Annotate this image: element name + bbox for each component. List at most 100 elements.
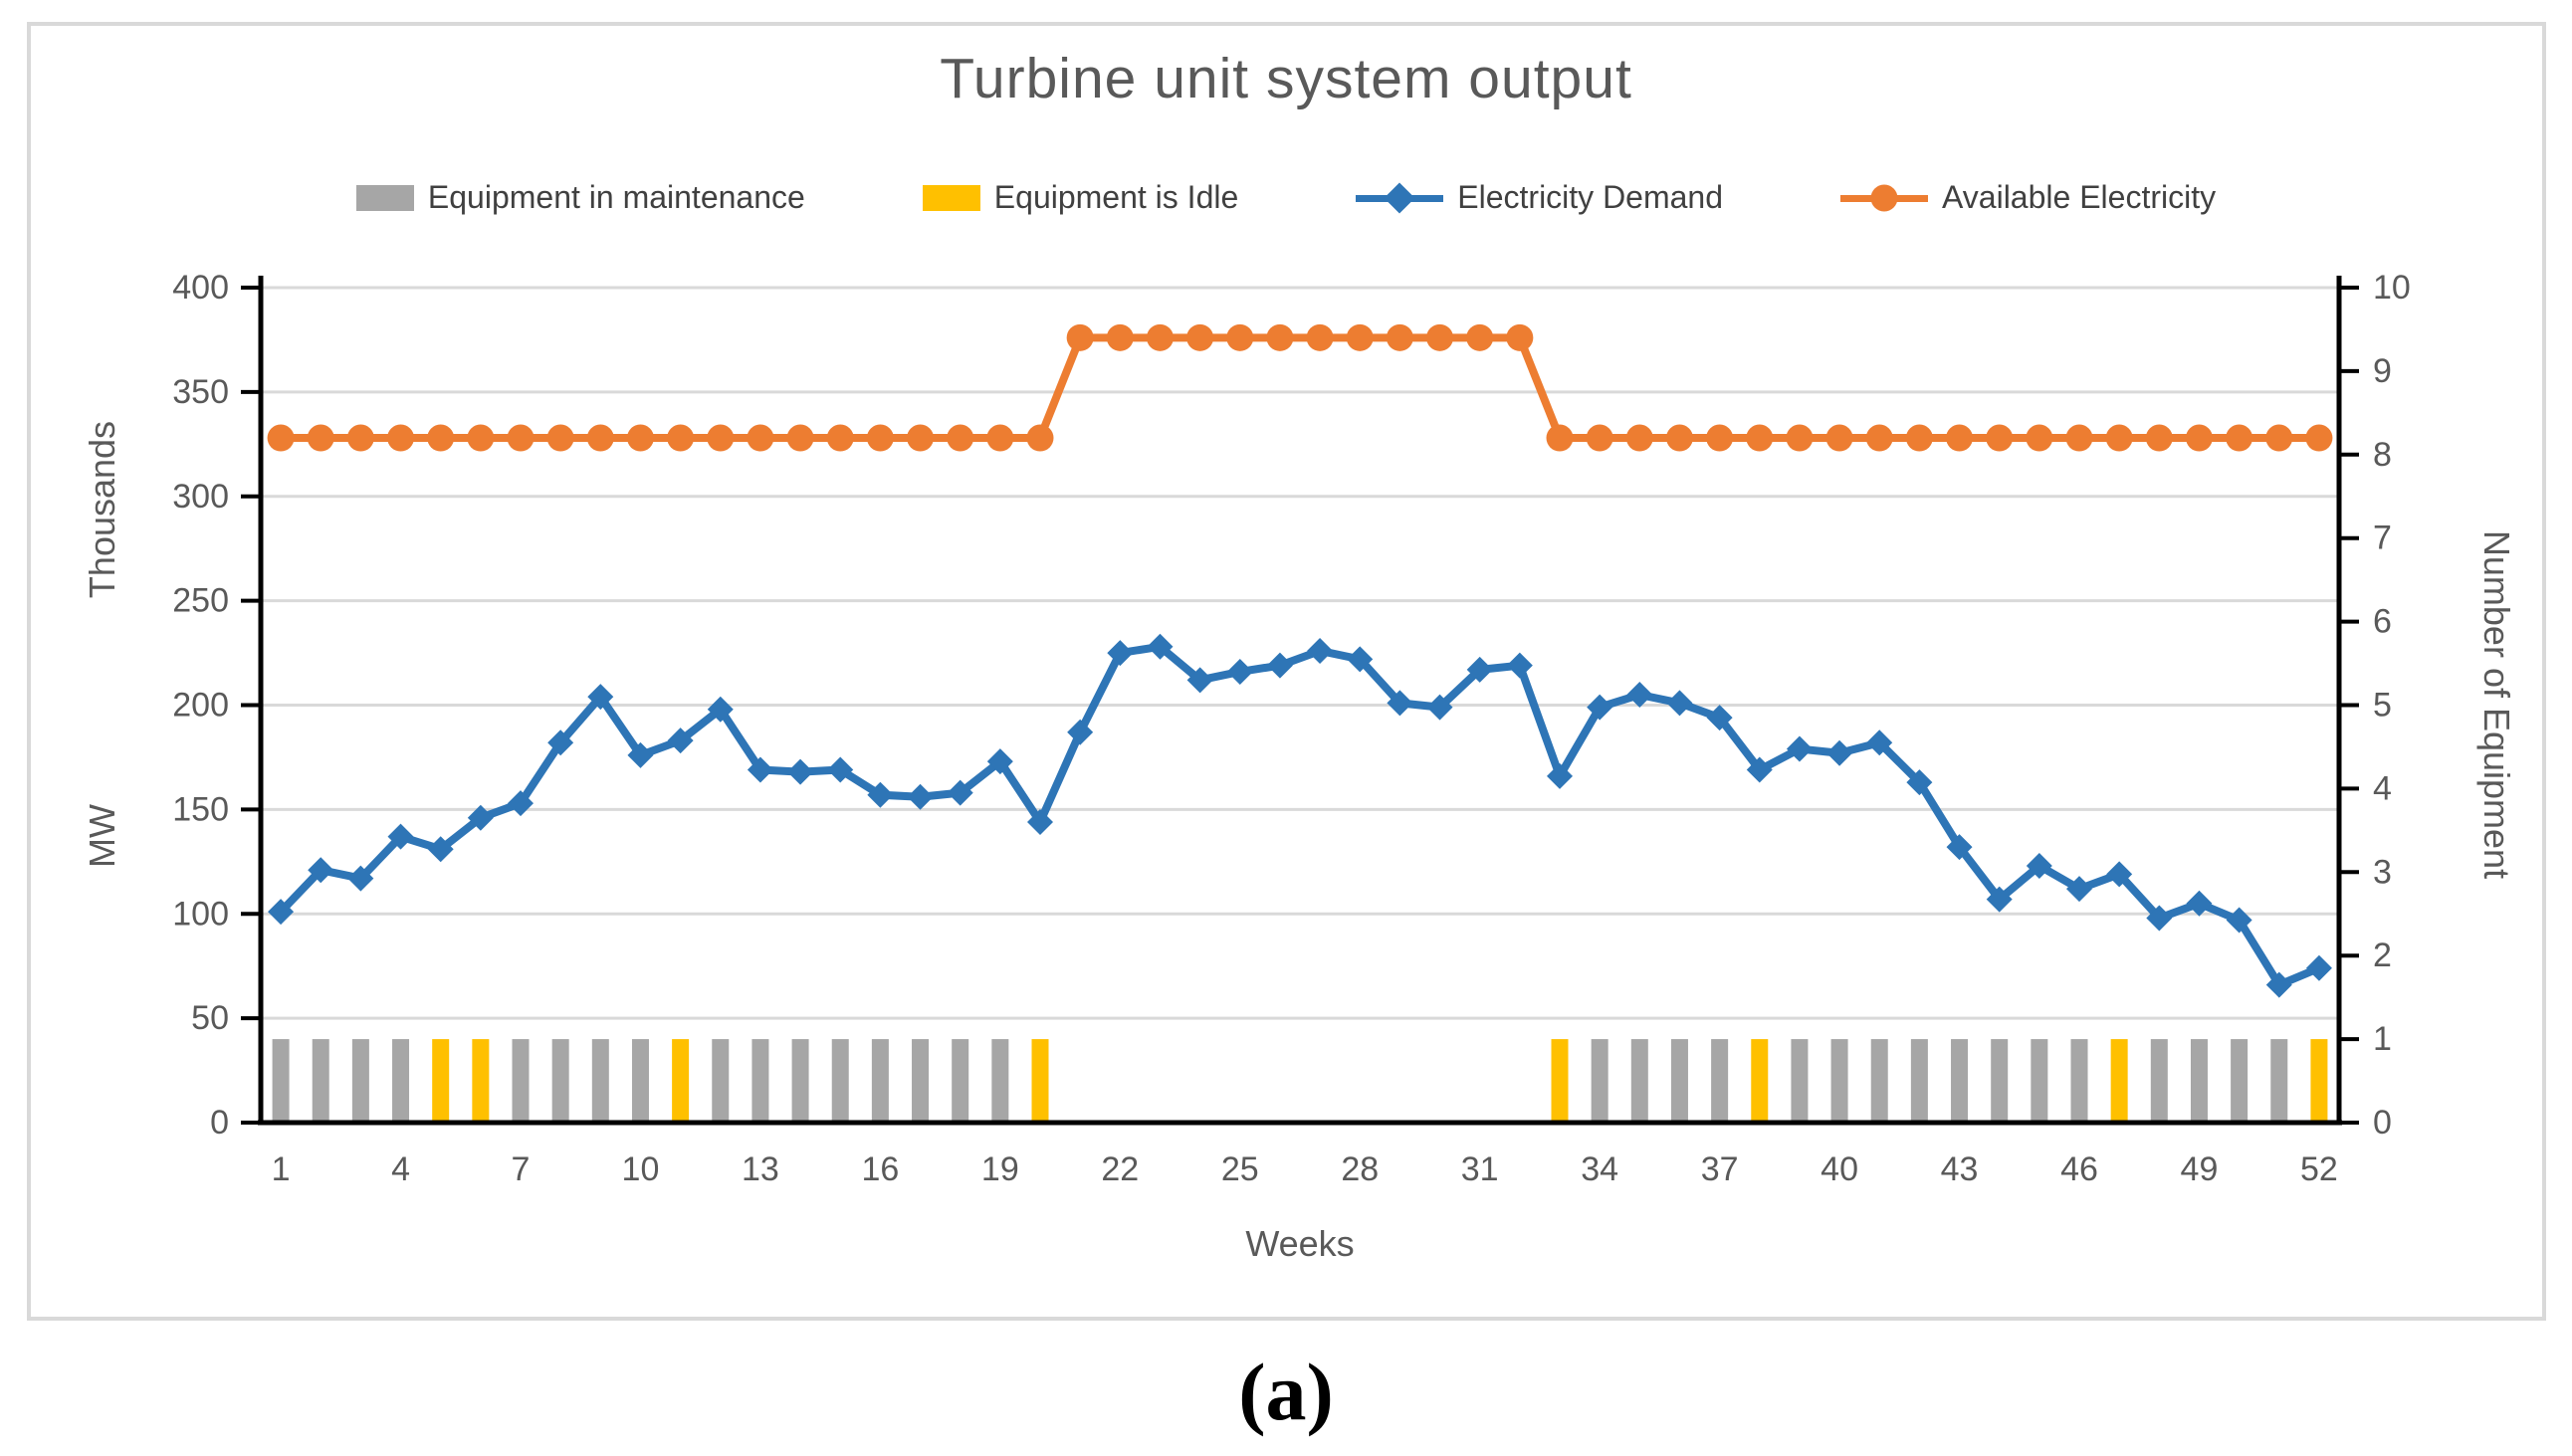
bar-maintenance-week-3 <box>351 1039 369 1123</box>
available-marker-week-47 <box>2105 424 2133 452</box>
available-marker-week-29 <box>1386 323 1413 351</box>
chart-legend: Equipment in maintenance Equipment is Id… <box>0 179 2572 216</box>
demand-marker-week-20 <box>1027 808 1053 835</box>
bar-maintenance-week-8 <box>551 1039 569 1123</box>
bar-maintenance-week-42 <box>1910 1039 1928 1123</box>
bar-maintenance-week-35 <box>1630 1039 1648 1123</box>
available-marker-week-11 <box>667 424 695 452</box>
bar-maintenance-week-39 <box>1791 1039 1809 1123</box>
available-marker-week-50 <box>2226 424 2253 452</box>
bar-maintenance-week-12 <box>712 1039 730 1123</box>
bar-maintenance-week-13 <box>751 1039 769 1123</box>
demand-marker-week-2 <box>308 857 334 884</box>
demand-marker-week-24 <box>1186 667 1213 694</box>
bar-maintenance-week-43 <box>1951 1039 1969 1123</box>
x-axis-title: Weeks <box>1245 1223 1355 1264</box>
available-marker-week-51 <box>2265 424 2293 452</box>
bar-maintenance-week-9 <box>591 1039 609 1123</box>
x-tick-label-22: 22 <box>1101 1150 1139 1188</box>
demand-marker-week-39 <box>1786 735 1813 762</box>
legend-label-maintenance: Equipment in maintenance <box>427 179 805 215</box>
demand-marker-week-17 <box>907 783 934 810</box>
available-marker-week-26 <box>1266 323 1294 351</box>
demand-marker-week-21 <box>1067 719 1094 745</box>
demand-marker-week-43 <box>1946 834 1973 861</box>
bar-maintenance-week-19 <box>991 1039 1009 1123</box>
bar-maintenance-week-16 <box>871 1039 889 1123</box>
demand-marker-week-29 <box>1387 690 1413 717</box>
x-tick-label-40: 40 <box>1821 1150 1858 1188</box>
demand-marker-week-1 <box>268 899 295 926</box>
bar-idle-week-5 <box>432 1039 450 1123</box>
bar-maintenance-week-34 <box>1591 1039 1608 1123</box>
x-tick-label-46: 46 <box>2060 1150 2098 1188</box>
available-marker-week-3 <box>346 424 374 452</box>
demand-marker-week-38 <box>1746 756 1773 783</box>
demand-marker-week-11 <box>667 728 694 754</box>
demand-marker-week-27 <box>1307 637 1334 664</box>
right-tick-label-3: 3 <box>2373 853 2392 891</box>
available-marker-week-2 <box>307 424 334 452</box>
legend-item-maintenance: Equipment in maintenance <box>355 179 805 216</box>
left-tick-label-250: 250 <box>172 582 229 620</box>
x-tick-label-1: 1 <box>272 1150 291 1188</box>
right-tick-label-5: 5 <box>2373 687 2392 725</box>
bar-idle-week-6 <box>472 1039 490 1123</box>
demand-marker-week-31 <box>1466 656 1493 683</box>
maintenance-swatch-icon <box>355 184 414 211</box>
demand-marker-week-8 <box>547 729 574 756</box>
x-tick-label-13: 13 <box>742 1150 779 1188</box>
demand-marker-week-42 <box>1906 769 1933 796</box>
left-tick-label-350: 350 <box>172 373 229 411</box>
demand-marker-week-15 <box>827 756 854 783</box>
left-tick-label-100: 100 <box>172 895 229 933</box>
available-marker-week-21 <box>1066 323 1094 351</box>
demand-marker-week-12 <box>707 696 734 723</box>
left-tick-label-150: 150 <box>172 790 229 828</box>
available-marker-week-48 <box>2145 424 2173 452</box>
bar-maintenance-week-10 <box>631 1039 649 1123</box>
available-marker-week-18 <box>947 424 974 452</box>
x-tick-label-4: 4 <box>391 1150 410 1188</box>
bar-maintenance-week-7 <box>512 1039 530 1123</box>
available-marker-week-22 <box>1106 323 1134 351</box>
available-marker-week-36 <box>1665 424 1693 452</box>
available-marker-week-12 <box>707 424 735 452</box>
demand-marker-week-52 <box>2305 954 2332 981</box>
available-marker-week-10 <box>626 424 654 452</box>
bar-maintenance-week-2 <box>312 1039 329 1123</box>
available-marker-week-31 <box>1466 323 1494 351</box>
available-marker-week-45 <box>2026 424 2053 452</box>
right-tick-label-8: 8 <box>2373 436 2392 474</box>
bar-idle-week-11 <box>672 1039 690 1123</box>
x-tick-label-34: 34 <box>1581 1150 1618 1188</box>
available-marker-week-28 <box>1346 323 1374 351</box>
demand-marker-week-10 <box>627 741 654 768</box>
available-marker-week-5 <box>427 424 455 452</box>
available-marker-week-8 <box>546 424 574 452</box>
x-tick-label-7: 7 <box>512 1150 531 1188</box>
demand-marker-week-26 <box>1266 652 1293 679</box>
bar-idle-week-33 <box>1551 1039 1569 1123</box>
legend-label-demand: Electricity Demand <box>1457 179 1724 215</box>
right-tick-label-9: 9 <box>2373 352 2392 390</box>
demand-marker-week-3 <box>347 865 374 892</box>
demand-marker-week-50 <box>2226 907 2252 934</box>
bar-idle-week-47 <box>2110 1039 2128 1123</box>
available-marker-week-13 <box>747 424 774 452</box>
x-tick-label-37: 37 <box>1701 1150 1739 1188</box>
right-axis-title: Number of Equipment <box>2476 529 2517 880</box>
x-tick-label-31: 31 <box>1461 1150 1499 1188</box>
demand-marker-week-36 <box>1666 690 1693 717</box>
demand-marker-week-49 <box>2186 890 2213 917</box>
available-marker-week-7 <box>507 424 535 452</box>
bar-maintenance-week-4 <box>392 1039 410 1123</box>
available-marker-week-32 <box>1506 323 1534 351</box>
legend-label-available: Available Electricity <box>1942 179 2217 215</box>
demand-marker-week-18 <box>947 779 973 806</box>
right-tick-label-4: 4 <box>2373 769 2392 807</box>
available-marker-week-44 <box>1986 424 2014 452</box>
bar-idle-week-52 <box>2310 1039 2328 1123</box>
chart-title: Turbine unit system output <box>940 47 1632 110</box>
demand-marker-week-48 <box>2146 905 2173 932</box>
